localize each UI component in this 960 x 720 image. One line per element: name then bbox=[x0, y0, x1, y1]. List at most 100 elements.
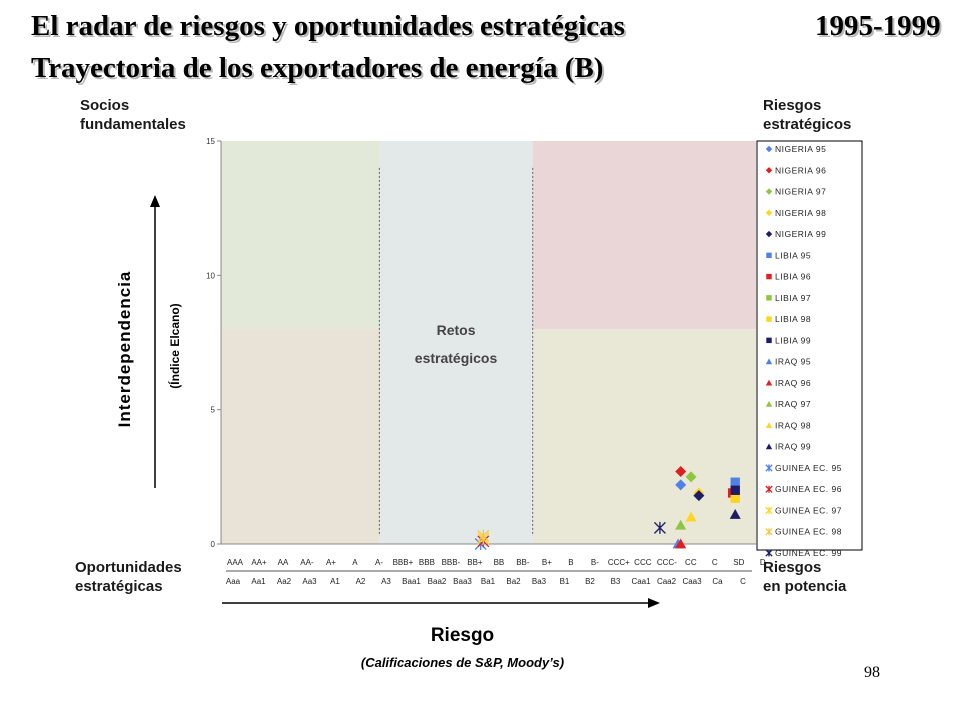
x-tick-label-moodys: Aa1 bbox=[251, 577, 266, 586]
x-tick-label-sp: BBB- bbox=[442, 558, 461, 567]
corner-label-socios: Socios fundamentales bbox=[80, 97, 186, 133]
x-axis-sublabel: (Calificaciones de S&P, Moody’s) bbox=[360, 655, 565, 670]
legend-marker bbox=[765, 464, 773, 472]
legend-marker bbox=[765, 443, 773, 450]
legend-marker bbox=[765, 188, 773, 195]
data-point bbox=[693, 490, 705, 502]
legend-label: IRAQ 98 bbox=[775, 420, 811, 430]
legend-label: LIBIA 99 bbox=[775, 335, 811, 345]
x-tick-label-moodys: C bbox=[740, 577, 746, 586]
legend-label: GUINEA EC. 96 bbox=[775, 484, 842, 494]
y-tick-label: 10 bbox=[206, 271, 215, 280]
legend-marker bbox=[765, 358, 773, 365]
legend-marker bbox=[765, 230, 773, 238]
legend-marker bbox=[766, 337, 772, 344]
x-tick-label-sp: BBB bbox=[419, 558, 435, 567]
corner-label-oportunidades: Oportunidades estratégicas bbox=[75, 559, 182, 595]
legend-marker bbox=[765, 506, 773, 515]
x-tick-label-sp: A- bbox=[375, 558, 383, 567]
x-tick-label-moodys: A1 bbox=[330, 577, 340, 586]
x-tick-label-moodys: Caa1 bbox=[631, 577, 651, 586]
data-point bbox=[730, 477, 740, 487]
x-tick-label-sp: A bbox=[352, 558, 358, 567]
data-point bbox=[729, 508, 741, 519]
x-tick-label-moodys: Baa1 bbox=[402, 577, 421, 586]
x-tick-label-sp: AA- bbox=[300, 558, 314, 567]
x-tick-label-sp: B bbox=[568, 558, 573, 567]
data-point bbox=[685, 471, 697, 483]
x-tick-label-sp: AAA bbox=[227, 558, 244, 567]
x-tick-label-sp: D bbox=[760, 558, 766, 567]
x-tick-label-sp: CCC- bbox=[657, 558, 677, 567]
legend-label: NIGERIA 95 bbox=[775, 144, 826, 154]
x-tick-label-moodys: B3 bbox=[611, 577, 621, 586]
y-tick-label: 5 bbox=[211, 406, 216, 415]
x-tick-label-moodys: Baa3 bbox=[453, 577, 472, 586]
x-tick-label-moodys: Ba3 bbox=[532, 577, 547, 586]
data-point bbox=[675, 519, 687, 530]
x-tick-label-moodys: A2 bbox=[356, 577, 366, 586]
legend-marker bbox=[766, 252, 772, 259]
y-axis-label: Interdependencia bbox=[115, 270, 134, 428]
x-tick-label-moodys: Ba1 bbox=[481, 577, 496, 586]
x-tick-label-moodys: Caa2 bbox=[657, 577, 677, 586]
x-tick-label-moodys: Aa3 bbox=[302, 577, 317, 586]
legend-marker bbox=[765, 400, 773, 407]
x-tick-label-sp: BBB+ bbox=[393, 558, 414, 567]
x-axis-label: Riesgo bbox=[430, 625, 495, 646]
x-tick-label-moodys: Ca bbox=[712, 577, 723, 586]
center-label-line: estratégicos bbox=[415, 350, 498, 366]
legend-label: IRAQ 95 bbox=[775, 357, 811, 367]
legend-box bbox=[756, 140, 863, 551]
x-arrowhead bbox=[648, 598, 660, 608]
x-tick-label-sp: CCC+ bbox=[608, 558, 630, 567]
x-tick-label-moodys: B2 bbox=[585, 577, 595, 586]
legend-label: NIGERIA 97 bbox=[775, 187, 826, 197]
legend-marker bbox=[766, 316, 772, 322]
legend-label: NIGERIA 96 bbox=[775, 165, 826, 175]
x-tick-label-sp: AA+ bbox=[251, 558, 267, 567]
x-tick-label-sp: BB bbox=[494, 558, 505, 567]
region-retos-estrategicos bbox=[379, 141, 533, 544]
y-arrowhead bbox=[150, 195, 160, 207]
legend-label: NIGERIA 99 bbox=[775, 229, 826, 239]
legend-label: GUINEA EC. 99 bbox=[775, 548, 842, 558]
y-tick-label: 15 bbox=[206, 137, 215, 146]
x-tick-label-sp: BB- bbox=[516, 558, 530, 567]
legend-label: LIBIA 96 bbox=[775, 272, 811, 282]
legend-label: LIBIA 95 bbox=[775, 250, 811, 260]
legend-label: GUINEA EC. 98 bbox=[775, 527, 842, 537]
x-tick-label-moodys: Aa2 bbox=[277, 577, 292, 586]
legend-marker bbox=[765, 379, 773, 386]
corner-label-riesgos-estrategicos: Riesgos estratégicos bbox=[763, 97, 852, 133]
corner-label-riesgos-potencia: Riesgos en potencia bbox=[763, 559, 847, 595]
x-tick-label-sp: CCC bbox=[634, 558, 652, 567]
legend-label: IRAQ 96 bbox=[775, 378, 811, 388]
legend-label: NIGERIA 98 bbox=[775, 208, 826, 218]
x-tick-label-sp: CC bbox=[685, 558, 697, 567]
y-axis-sublabel: (Índice Elcano) bbox=[168, 303, 182, 389]
x-tick-label-sp: SD bbox=[733, 558, 744, 567]
x-tick-label-sp: C bbox=[712, 558, 718, 567]
x-tick-label-moodys: A3 bbox=[381, 577, 391, 586]
legend-marker bbox=[765, 145, 773, 153]
data-point bbox=[675, 465, 687, 477]
title-line-2: Trayectoria de los exportadores de energ… bbox=[31, 52, 604, 84]
y-tick-label: 0 bbox=[211, 540, 216, 549]
legend-marker bbox=[766, 273, 772, 280]
data-point bbox=[685, 511, 697, 522]
legend-marker bbox=[765, 528, 773, 536]
data-point bbox=[675, 479, 687, 491]
title-years: 1995-1999 bbox=[815, 10, 941, 42]
legend-label: IRAQ 99 bbox=[775, 442, 811, 452]
x-tick-label-sp: B- bbox=[591, 558, 599, 567]
legend-marker bbox=[766, 295, 772, 301]
legend-label: LIBIA 97 bbox=[775, 293, 811, 303]
data-point bbox=[477, 529, 490, 542]
x-tick-label-moodys: Aaa bbox=[226, 577, 241, 586]
legend-marker bbox=[765, 209, 773, 216]
region-riesgos-potencia bbox=[532, 329, 756, 544]
slide-number: 98 bbox=[864, 664, 880, 681]
x-tick-label-moodys: Caa3 bbox=[682, 577, 702, 586]
